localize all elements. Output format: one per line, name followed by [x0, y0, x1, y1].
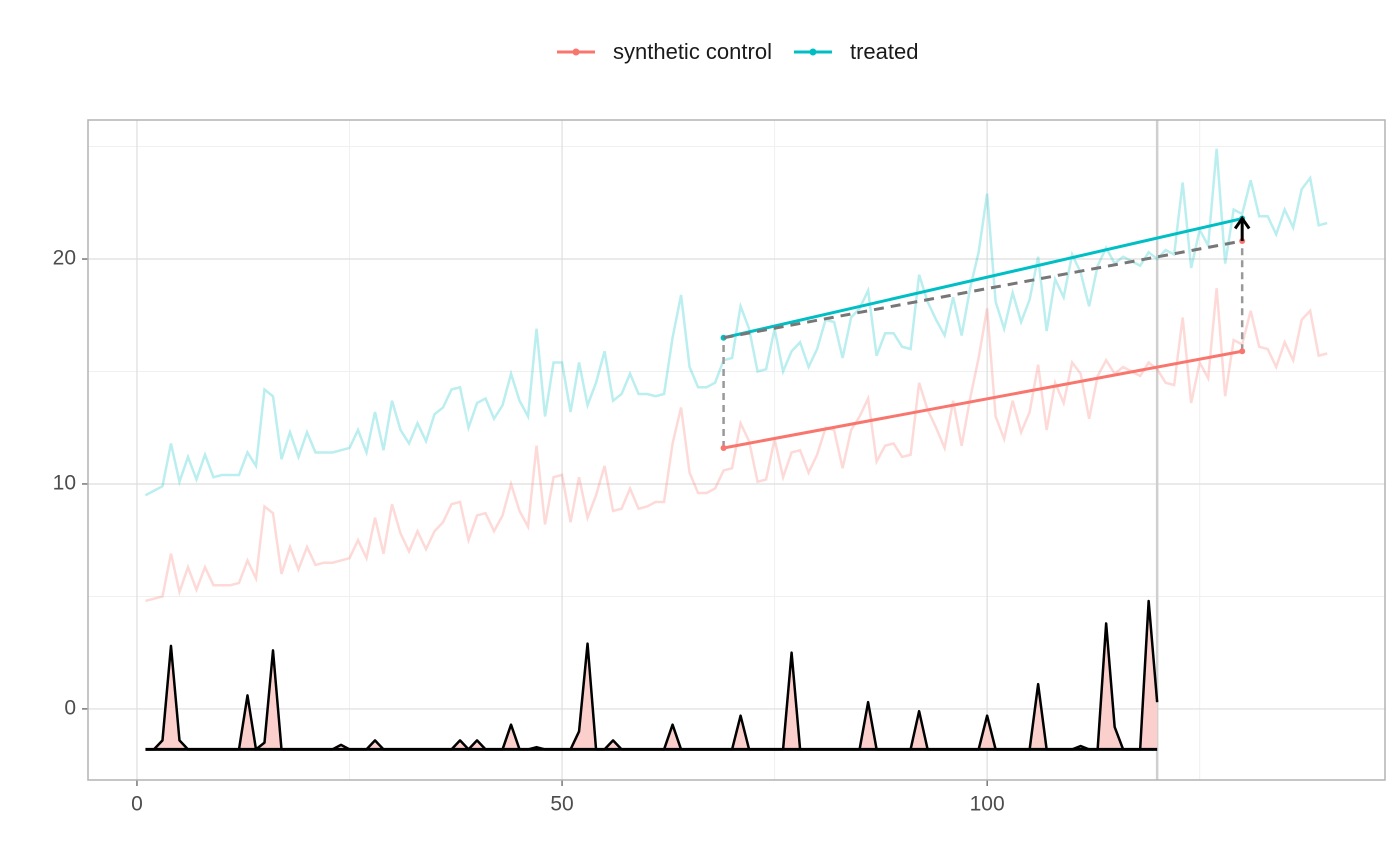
weights-area — [145, 600, 1158, 750]
y-tick-label: 0 — [64, 696, 76, 719]
estimate-segment — [723, 349, 1243, 450]
legend-swatch-point — [572, 48, 580, 56]
effect-arrowhead — [1233, 215, 1251, 230]
legend-label: synthetic control — [613, 39, 772, 64]
counterfactual-line — [723, 239, 1243, 340]
x-tick-label: 100 — [970, 793, 1005, 816]
x-tick-label: 50 — [550, 793, 573, 816]
segment-point — [720, 444, 727, 451]
y-tick-label: 10 — [53, 472, 76, 495]
segment-point — [1239, 348, 1246, 355]
y-tick-label: 20 — [53, 247, 76, 270]
panel-border — [87, 119, 1386, 781]
x-tick-label: 0 — [131, 793, 143, 816]
weights-line — [145, 599, 1159, 751]
legend-label: treated — [850, 39, 919, 64]
estimate-segment — [723, 217, 1243, 340]
legend-swatch-point — [809, 48, 817, 56]
